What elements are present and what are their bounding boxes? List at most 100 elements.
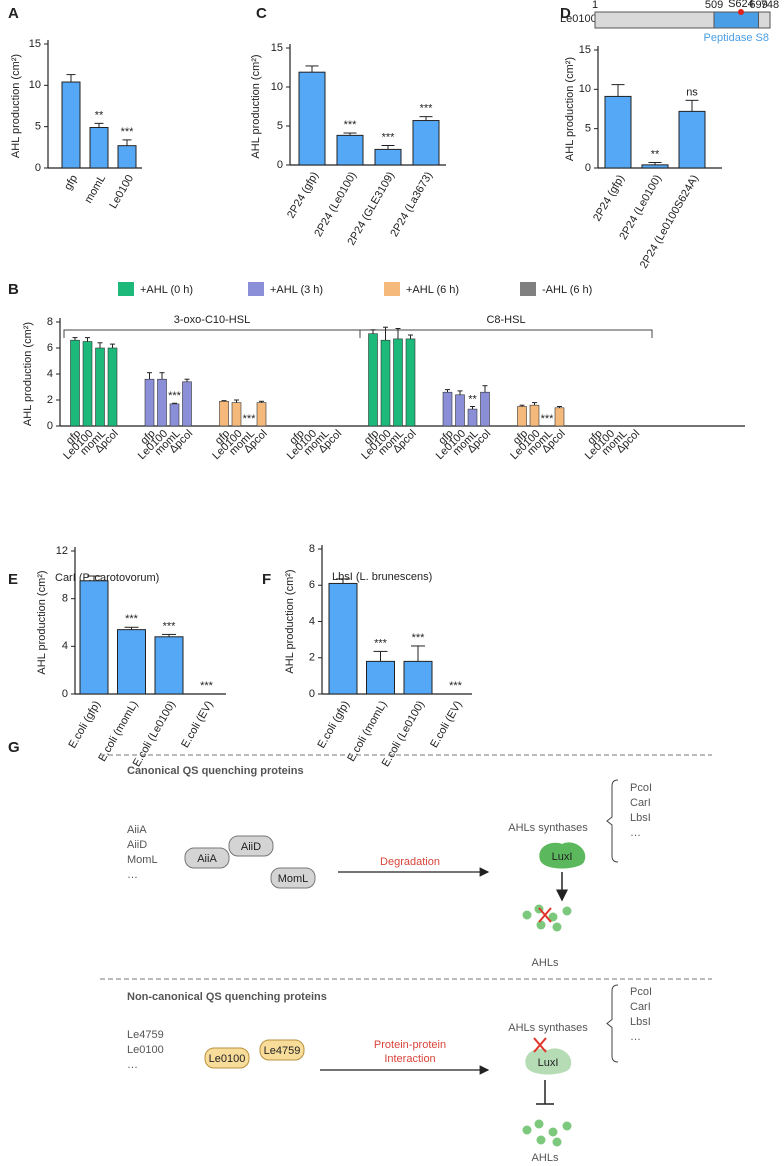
ahl-molecule	[552, 1137, 562, 1147]
y-tick-label: 0	[309, 688, 315, 700]
synthase-example: LbsI	[630, 1016, 651, 1028]
x-tick-label: gfp	[62, 173, 80, 192]
synthase-example: LbsI	[630, 812, 651, 824]
significance-label: ***	[420, 103, 434, 115]
ahl-molecule	[552, 922, 562, 932]
bar	[393, 338, 403, 427]
significance-label: ***	[200, 680, 214, 692]
position-label: 699	[749, 0, 767, 11]
synthase-example: …	[630, 1031, 641, 1043]
bar	[403, 660, 433, 695]
significance-label: ***	[374, 637, 388, 649]
group-label: C8-HSL	[486, 314, 525, 326]
action-label: Protein-protein	[374, 1039, 446, 1051]
y-axis-label: AHL production (cm²)	[564, 57, 576, 161]
domain	[713, 11, 760, 29]
significance-label: ***	[449, 680, 463, 692]
y-tick-label: 12	[56, 545, 68, 557]
ahl-molecule	[534, 1119, 544, 1129]
significance-label: ***	[121, 126, 135, 138]
bar	[442, 391, 453, 427]
panel-label: F	[262, 571, 271, 588]
protein-name: AiiD	[241, 841, 261, 853]
synthase-example: CarI	[630, 1001, 651, 1013]
action-label: Interaction	[384, 1053, 435, 1065]
ahl-molecule	[536, 1135, 546, 1145]
site-label: S624	[728, 0, 754, 10]
significance-label: ns	[686, 86, 698, 98]
synthase-example: CarI	[630, 797, 651, 809]
y-tick-label: 4	[309, 615, 315, 627]
protein-name: AiiA	[197, 853, 217, 865]
legend-label: -AHL (6 h)	[542, 284, 592, 296]
synthase-example: PcoI	[630, 986, 652, 998]
bar	[554, 407, 565, 427]
product-label: AHLs	[532, 1152, 559, 1164]
legend-swatch	[520, 282, 536, 296]
bar	[480, 391, 490, 427]
example-protein: AiiD	[127, 839, 147, 851]
ahl-molecule	[548, 912, 558, 922]
y-axis-label: AHL production (cm²)	[36, 570, 48, 674]
protein-pill	[228, 835, 274, 857]
x-tick-label: Le0100	[107, 173, 136, 211]
bar	[107, 347, 118, 427]
synthase-name: LuxI	[552, 851, 573, 863]
x-tick-label: E.coli (momL)	[96, 699, 140, 764]
bar	[117, 145, 137, 169]
panel-label: G	[8, 739, 20, 756]
bar	[678, 110, 706, 169]
legend-label: +AHL (0 h)	[140, 284, 193, 296]
y-tick-label: 6	[47, 342, 53, 354]
y-axis-label: AHL production (cm²)	[22, 322, 34, 426]
position-label: 1	[592, 0, 598, 11]
bar	[366, 660, 395, 695]
y-tick-label: 8	[47, 316, 53, 328]
y-tick-label: 2	[47, 394, 53, 406]
y-axis-label: AHL production (cm²)	[250, 54, 262, 158]
y-tick-label: 4	[47, 368, 53, 380]
significance-label: **	[468, 393, 477, 405]
significance-label: **	[651, 148, 660, 160]
y-tick-label: 2	[309, 652, 315, 664]
product-label: AHLs	[532, 957, 559, 969]
legend-swatch	[384, 282, 400, 296]
panel-label: B	[8, 281, 19, 298]
x-tick-label: E.coli (EV)	[428, 699, 464, 750]
protein-pill	[204, 1047, 250, 1069]
brace	[606, 779, 619, 863]
example-protein: MomL	[127, 854, 158, 866]
synthase-name: LuxI	[538, 1057, 559, 1069]
bar	[455, 394, 465, 427]
panel-label: D	[560, 5, 571, 22]
panel-label: E	[8, 571, 18, 588]
bar	[157, 378, 167, 427]
bar	[336, 134, 364, 166]
y-tick-label: 15	[271, 42, 283, 54]
significance-label: ***	[163, 620, 177, 632]
example-protein: Le4759	[127, 1029, 164, 1041]
x-tick-label: 2P24 (gfp)	[591, 173, 627, 223]
panel-label: C	[256, 5, 267, 22]
action-label: Degradation	[380, 856, 440, 868]
legend-label: +AHL (6 h)	[406, 284, 459, 296]
y-tick-label: 8	[62, 593, 68, 605]
protein-name: MomL	[278, 873, 309, 885]
bar	[70, 339, 80, 427]
significance-label: ***	[541, 413, 555, 425]
bar	[79, 580, 109, 695]
legend-swatch	[118, 282, 134, 296]
bar	[641, 164, 669, 169]
significance-label: ***	[125, 613, 139, 625]
bar	[529, 404, 540, 427]
y-tick-label: 0	[62, 688, 68, 700]
y-tick-label: 0	[277, 159, 283, 171]
x-tick-label: E.coli (gfp)	[66, 699, 103, 751]
panel-label: A	[8, 5, 19, 22]
x-tick-label: momL	[82, 173, 108, 205]
bar	[144, 378, 155, 427]
bar	[412, 120, 440, 166]
bar	[231, 402, 242, 427]
y-tick-label: 15	[29, 38, 41, 50]
